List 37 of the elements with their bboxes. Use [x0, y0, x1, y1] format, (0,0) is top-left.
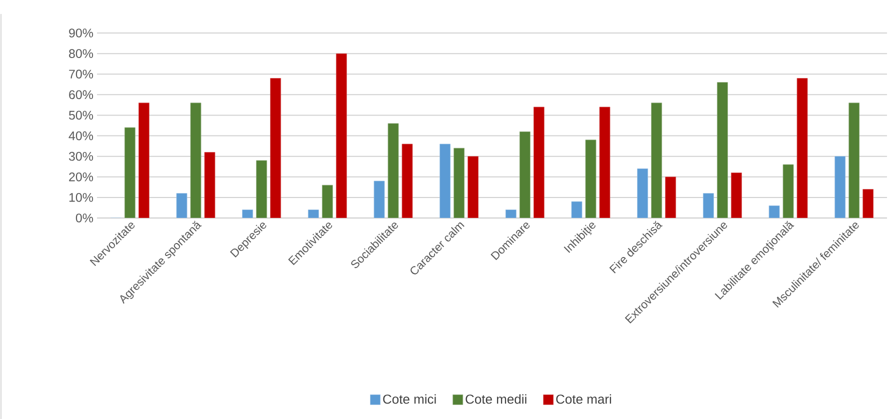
legend-label: Cote mici	[383, 394, 436, 404]
y-tick-label: 70%	[69, 70, 94, 79]
bar	[848, 102, 860, 218]
bar	[637, 168, 648, 218]
bar	[454, 148, 465, 218]
y-tick-label: 60%	[69, 90, 94, 100]
bar	[440, 144, 451, 218]
bar	[468, 156, 479, 218]
y-tick-label: 90%	[69, 28, 94, 38]
bar	[796, 78, 808, 218]
bar	[665, 176, 676, 218]
bar	[270, 78, 282, 218]
bar	[599, 106, 610, 218]
y-tick-label: 40%	[68, 131, 94, 140]
bar	[124, 127, 136, 218]
bar	[862, 189, 874, 218]
bar	[702, 193, 714, 218]
y-tick-label: 50%	[68, 110, 94, 120]
bar	[651, 102, 662, 218]
bar	[730, 172, 742, 218]
bar	[322, 184, 333, 218]
y-tick-label: 30%	[68, 152, 94, 161]
bar	[190, 102, 202, 218]
bar	[585, 140, 596, 218]
legend-label: Cote medii	[466, 394, 526, 404]
bar	[716, 82, 728, 218]
y-tick-label: 10%	[69, 193, 94, 202]
bar	[834, 156, 846, 218]
bar	[519, 131, 530, 218]
bar	[256, 160, 268, 218]
legend-label: Cote mari	[556, 394, 612, 404]
y-tick-label: 20%	[69, 172, 94, 182]
bar	[336, 53, 347, 218]
bar	[533, 106, 544, 218]
y-tick-label: 0%	[76, 214, 94, 222]
y-tick-label: 80%	[69, 49, 94, 58]
bar	[138, 102, 150, 218]
